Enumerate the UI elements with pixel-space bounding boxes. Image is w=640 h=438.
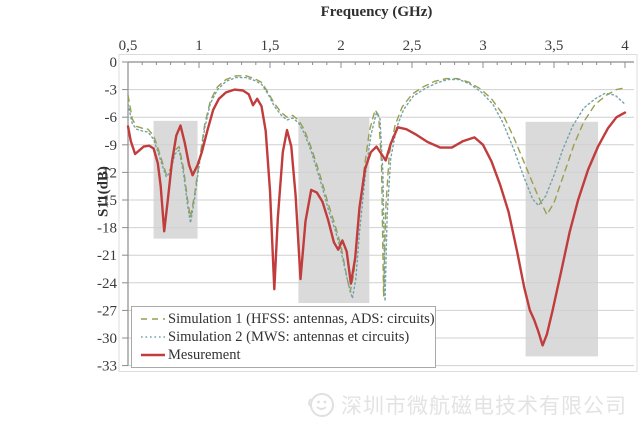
- y-tick-label: -6: [105, 110, 118, 126]
- legend-label: Simulation 1 (HFSS: antennas, ADS: circu…: [168, 310, 435, 327]
- legend-label: Mesurement: [168, 346, 241, 363]
- x-tick-label: 3,5: [545, 38, 564, 54]
- y-tick-label: -33: [97, 359, 117, 375]
- x-axis-title: Frequency (GHz): [320, 4, 433, 20]
- x-tick-label: 1,5: [261, 38, 280, 54]
- y-tick-label: -12: [97, 165, 117, 181]
- x-tick-label: 0,5: [119, 38, 138, 54]
- y-tick-label: -18: [97, 221, 117, 237]
- x-tick-label: 4: [621, 38, 629, 54]
- legend-sample-solid: [141, 353, 165, 357]
- series-curve-3: [126, 88, 627, 347]
- y-tick-label: -15: [97, 193, 117, 209]
- legend-sample-dashed: [141, 318, 165, 320]
- legend-item-1: Simulation 1 (HFSS: antennas, ADS: circu…: [141, 310, 435, 328]
- x-tick-label: 2: [337, 38, 345, 54]
- series-curve-1: [127, 75, 626, 298]
- watermark: 深圳市微航磁电技术有限公司: [306, 390, 627, 420]
- y-tick-label: 0: [110, 55, 118, 71]
- y-tick-label: -27: [97, 303, 117, 319]
- plot-frame: [118, 54, 638, 372]
- legend-sample-dotted: [141, 336, 165, 338]
- watermark-text: 深圳市微航磁电技术有限公司: [341, 395, 627, 418]
- legend-item-3: Mesurement: [141, 346, 435, 364]
- smiley-swirl-logo-icon: [308, 393, 334, 417]
- legend-label: Simulation 2 (MWS: antennas et circuits): [168, 328, 410, 345]
- highlight-band-3: [525, 121, 599, 357]
- legend-item-2: Simulation 2 (MWS: antennas et circuits): [141, 328, 435, 346]
- y-tick-label: -30: [97, 331, 117, 347]
- legend: Simulation 1 (HFSS: antennas, ADS: circu…: [131, 306, 436, 368]
- y-axis-title: S11(dB): [95, 166, 112, 217]
- y-tick-label: -21: [97, 248, 117, 264]
- series-curve-2: [127, 76, 626, 302]
- y-tick-label: -9: [105, 138, 118, 154]
- x-tick-label: 1: [195, 38, 203, 54]
- x-tick-label: 3: [479, 38, 487, 54]
- x-tick-label: 2,5: [403, 38, 422, 54]
- y-tick-label: -24: [97, 276, 117, 292]
- y-tick-label: -3: [105, 83, 118, 99]
